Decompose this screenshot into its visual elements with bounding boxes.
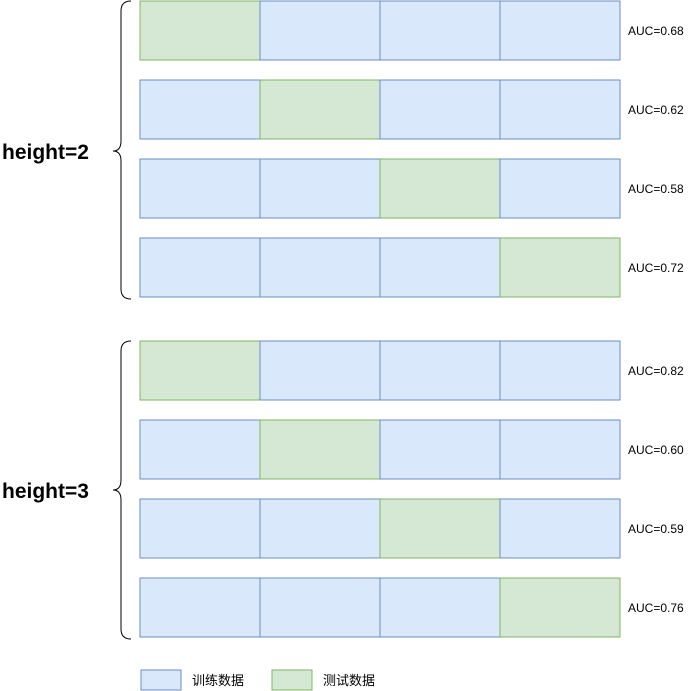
test-data-cell bbox=[139, 340, 261, 401]
fold-row: AUC=0.82 bbox=[139, 340, 684, 401]
group-rows-height-2: AUC=0.68 AUC=0.62 AUC=0.58 AUC=0.72 bbox=[139, 0, 684, 298]
test-data-cell bbox=[379, 498, 501, 559]
train-data-cell bbox=[379, 419, 501, 480]
train-data-cell bbox=[139, 577, 261, 638]
test-data-cell bbox=[499, 577, 621, 638]
train-data-cell bbox=[499, 158, 621, 219]
auc-label: AUC=0.76 bbox=[628, 601, 684, 615]
train-data-cell bbox=[499, 0, 621, 61]
train-data-cell bbox=[259, 340, 381, 401]
train-data-cell bbox=[499, 419, 621, 480]
group-label-height-2: height=2 bbox=[2, 141, 89, 164]
fold-row: AUC=0.60 bbox=[139, 419, 684, 480]
train-data-cell bbox=[379, 577, 501, 638]
train-data-cell bbox=[499, 79, 621, 140]
auc-label: AUC=0.59 bbox=[628, 522, 684, 536]
legend: 训练数据 测试数据 bbox=[140, 669, 375, 691]
train-data-cell bbox=[259, 0, 381, 61]
train-data-cell bbox=[259, 498, 381, 559]
train-data-cell bbox=[139, 237, 261, 298]
legend-train-swatch bbox=[140, 669, 182, 691]
fold-row: AUC=0.62 bbox=[139, 79, 684, 140]
test-data-cell bbox=[499, 237, 621, 298]
group-brace-height-2 bbox=[112, 0, 132, 300]
auc-label: AUC=0.72 bbox=[628, 261, 684, 275]
fold-row: AUC=0.72 bbox=[139, 237, 684, 298]
test-data-cell bbox=[379, 158, 501, 219]
train-data-cell bbox=[139, 419, 261, 480]
train-data-cell bbox=[499, 340, 621, 401]
test-data-cell bbox=[259, 419, 381, 480]
fold-row: AUC=0.59 bbox=[139, 498, 684, 559]
group-rows-height-3: AUC=0.82 AUC=0.60 AUC=0.59 AUC=0.76 bbox=[139, 340, 684, 638]
group-label-height-3: height=3 bbox=[2, 480, 89, 503]
auc-label: AUC=0.82 bbox=[628, 364, 684, 378]
test-data-cell bbox=[259, 79, 381, 140]
legend-test-label: 测试数据 bbox=[323, 674, 375, 689]
group-brace-height-3 bbox=[112, 340, 132, 640]
auc-label: AUC=0.60 bbox=[628, 443, 684, 457]
train-data-cell bbox=[259, 237, 381, 298]
train-data-cell bbox=[379, 0, 501, 61]
fold-row: AUC=0.68 bbox=[139, 0, 684, 61]
legend-test-swatch bbox=[271, 669, 313, 691]
train-data-cell bbox=[259, 577, 381, 638]
fold-row: AUC=0.76 bbox=[139, 577, 684, 638]
train-data-cell bbox=[139, 498, 261, 559]
auc-label: AUC=0.68 bbox=[628, 24, 684, 38]
train-data-cell bbox=[499, 498, 621, 559]
legend-train-label: 训练数据 bbox=[192, 674, 244, 689]
train-data-cell bbox=[379, 340, 501, 401]
train-data-cell bbox=[379, 237, 501, 298]
train-data-cell bbox=[259, 158, 381, 219]
test-data-cell bbox=[139, 0, 261, 61]
train-data-cell bbox=[139, 158, 261, 219]
auc-label: AUC=0.58 bbox=[628, 182, 684, 196]
fold-row: AUC=0.58 bbox=[139, 158, 684, 219]
train-data-cell bbox=[139, 79, 261, 140]
train-data-cell bbox=[379, 79, 501, 140]
auc-label: AUC=0.62 bbox=[628, 103, 684, 117]
